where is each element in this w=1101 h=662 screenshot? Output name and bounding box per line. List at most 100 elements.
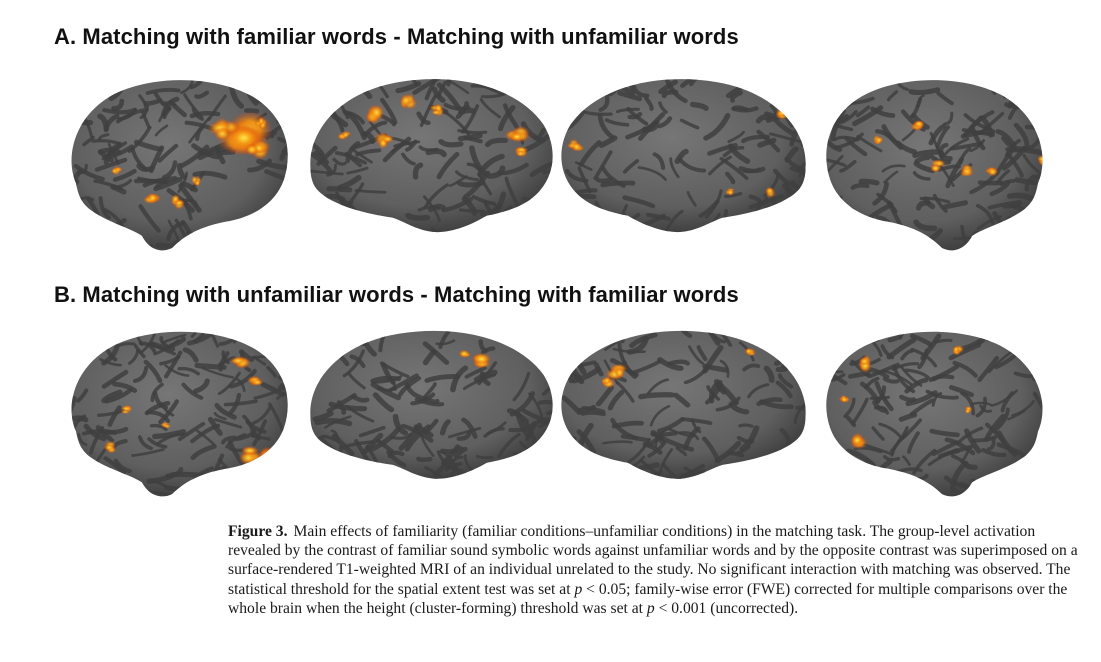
- sulcus-mark: [993, 407, 1010, 432]
- sulcus-mark: [324, 202, 344, 228]
- sulcus-mark: [261, 247, 274, 251]
- sulcus-mark: [724, 171, 736, 185]
- sulcus-mark: [910, 347, 938, 368]
- sulcus-mark: [1041, 459, 1043, 476]
- sulcus-mark: [742, 363, 761, 372]
- sulcus-mark: [772, 168, 800, 190]
- sulcus-mark: [525, 237, 540, 248]
- sulcus-mark: [137, 435, 153, 451]
- sulcus-mark: [71, 232, 90, 251]
- sulcus-mark: [77, 433, 88, 447]
- sulcus-mark: [969, 110, 995, 130]
- sulcus-mark: [1037, 366, 1043, 383]
- sulcus-mark: [462, 373, 497, 391]
- sulcus-mark: [323, 455, 346, 475]
- sulcus-mark: [437, 80, 448, 99]
- sulcus-mark: [835, 337, 863, 349]
- sulcus-mark: [809, 495, 814, 498]
- sulcus-mark: [979, 404, 993, 413]
- sulcus-mark: [698, 199, 720, 218]
- sulcus-mark: [726, 451, 745, 458]
- sulcus-mark: [795, 102, 806, 117]
- sulcus-mark: [1006, 192, 1037, 203]
- sulcus-mark: [606, 474, 645, 479]
- sulcus-mark: [276, 388, 288, 400]
- sulcus-mark: [763, 365, 775, 383]
- sulcus-mark: [562, 86, 587, 93]
- sulcus-mark: [251, 464, 273, 485]
- activation-cluster: [841, 396, 848, 403]
- sulcus-mark: [1055, 484, 1058, 488]
- sulcus-mark: [569, 218, 607, 224]
- sulcus-mark: [71, 332, 75, 343]
- sulcus-mark: [669, 157, 680, 179]
- activation-cluster: [745, 347, 752, 355]
- sulcus-mark: [443, 237, 472, 245]
- sulcus-mark: [192, 170, 228, 180]
- sulcus-mark: [207, 416, 223, 436]
- sulcus-mark: [310, 349, 328, 357]
- sulcus-mark: [91, 139, 121, 146]
- sulcus-mark: [310, 96, 336, 121]
- sulcus-mark: [775, 380, 793, 399]
- activation-cluster: [987, 167, 999, 177]
- sulcus-mark: [796, 143, 806, 173]
- activation-cluster: [257, 116, 265, 126]
- sulcus-mark: [423, 382, 437, 399]
- sulcus-mark: [326, 393, 357, 413]
- sulcus-mark: [342, 109, 365, 125]
- sulcus-mark: [892, 364, 916, 394]
- sulcus-mark: [278, 103, 288, 122]
- sulcus-mark: [641, 123, 659, 133]
- sulcus-mark: [250, 434, 271, 441]
- sulcus-mark: [677, 330, 693, 338]
- sulcus-mark: [912, 171, 931, 181]
- sulcus-mark: [728, 401, 750, 415]
- sulcus-mark: [811, 331, 814, 338]
- activation-cluster: [431, 109, 441, 116]
- sulcus-mark: [287, 114, 288, 130]
- sulcus-mark: [872, 181, 889, 206]
- sulcus-mark: [471, 70, 485, 72]
- sulcus-mark: [550, 138, 553, 152]
- sulcus-mark: [521, 196, 543, 205]
- sulcus-mark: [793, 401, 806, 424]
- sulcus-mark: [248, 404, 273, 427]
- sulcus-mark: [1012, 488, 1031, 497]
- sulcus-mark: [516, 478, 533, 479]
- sulcus-mark: [667, 427, 696, 438]
- sulcus-mark: [855, 105, 871, 118]
- sulcus-mark: [453, 446, 468, 459]
- sulcus-mark: [71, 482, 72, 497]
- sulcus-mark: [347, 474, 357, 479]
- sulcus-mark: [905, 390, 938, 407]
- sulcus-mark: [871, 426, 885, 441]
- sulcus-mark: [312, 410, 334, 422]
- sulcus-mark: [537, 399, 553, 406]
- sulcus-mark: [276, 228, 288, 251]
- sulcus-mark: [588, 471, 600, 479]
- sulcus-mark: [225, 433, 247, 449]
- sulcus-mark: [344, 151, 363, 168]
- sulcus-mark: [251, 354, 271, 359]
- activation-cluster: [245, 143, 259, 156]
- sulcus-mark: [131, 448, 165, 457]
- sulcus-mark: [838, 331, 864, 342]
- sulcus-mark: [957, 426, 984, 445]
- sulcus-mark: [477, 172, 493, 196]
- activation-cluster: [257, 446, 286, 470]
- sulcus-mark: [101, 369, 129, 389]
- sulcus-mark: [583, 242, 608, 245]
- sulcus-mark: [773, 117, 795, 136]
- sulcus-mark: [564, 168, 589, 183]
- sulcus-mark: [259, 221, 286, 231]
- sulcus-mark: [163, 407, 175, 417]
- sulcus-mark: [457, 133, 483, 142]
- sulcus-mark: [521, 408, 550, 423]
- sulcus-mark: [161, 160, 178, 180]
- sulcus-mark: [238, 349, 255, 362]
- sulcus-mark: [419, 94, 437, 127]
- sulcus-mark: [139, 104, 149, 120]
- activation-cluster: [458, 349, 470, 358]
- sulcus-mark: [952, 360, 978, 378]
